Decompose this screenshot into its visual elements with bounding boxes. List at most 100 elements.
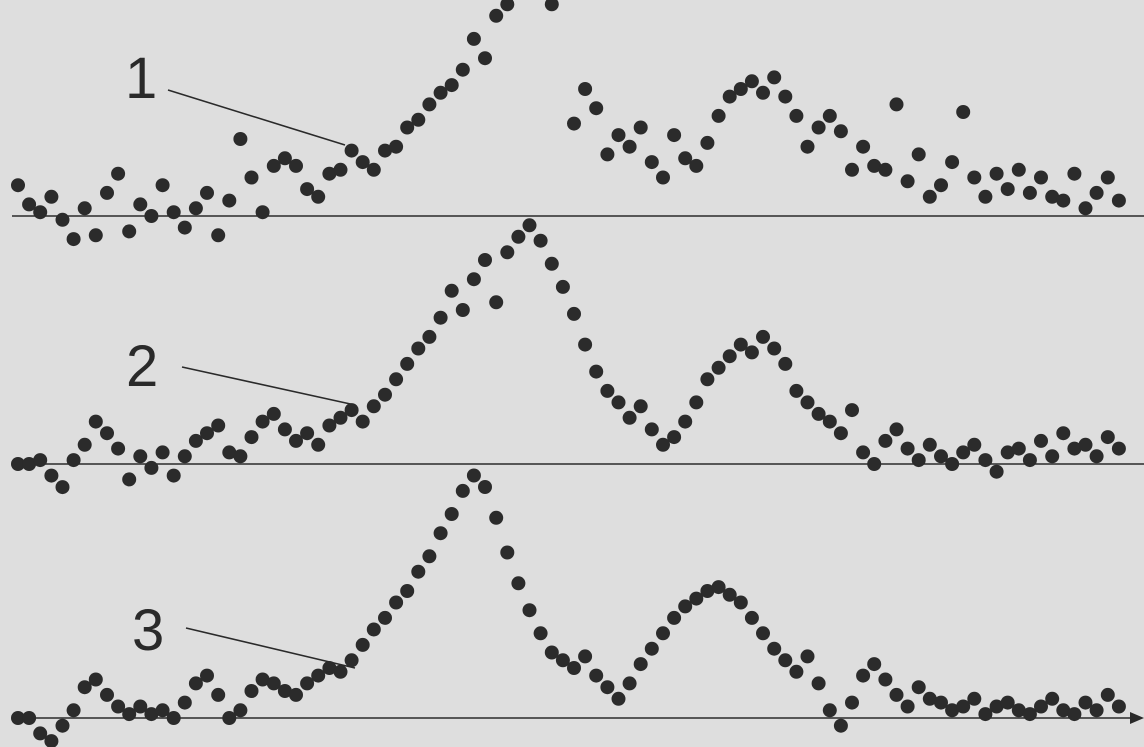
panel-3-point: [366, 622, 381, 637]
panel-1-point: [978, 189, 993, 204]
panel-1-point: [1089, 185, 1104, 200]
panel-2-point: [1000, 445, 1015, 460]
panel-3-point: [66, 703, 81, 718]
panel-3: 3: [11, 468, 1144, 747]
panel-2-point: [778, 356, 793, 371]
panel-3-point: [33, 726, 48, 741]
panel-1-point: [133, 197, 148, 212]
panel-3-point: [856, 668, 871, 683]
panel-1-point: [1034, 170, 1048, 185]
panel-2-point: [266, 406, 281, 421]
panel-1-point: [411, 112, 426, 127]
panel-2-point: [789, 383, 804, 398]
panel-3-point: [266, 676, 281, 691]
panel-1-point: [333, 162, 348, 177]
panel-1-point: [600, 147, 615, 162]
panel-3-point: [1067, 707, 1082, 722]
panel-1-point: [811, 120, 826, 135]
panel-1-point: [255, 205, 270, 220]
panel-2-point: [978, 453, 993, 468]
panel-1-point: [166, 205, 181, 220]
panel-1-point: [444, 78, 459, 93]
x-axis-arrowhead: [1130, 712, 1144, 724]
panel-3-point: [1022, 707, 1037, 722]
panel-3-point: [600, 680, 615, 695]
panel-2-point: [444, 283, 459, 298]
panel-3-point: [500, 545, 515, 560]
panel-1-point: [956, 105, 971, 119]
panel-1-point: [289, 158, 303, 173]
panel-2-point: [1022, 453, 1037, 468]
panel-3-point: [611, 691, 626, 706]
panel-3-point: [333, 664, 348, 679]
panel-1-point: [945, 155, 960, 170]
panel-1-point: [1022, 185, 1037, 200]
panel-3-point: [934, 695, 948, 710]
panel-1-point: [322, 166, 337, 181]
panel-1-point: [1045, 189, 1060, 204]
panel-3-point: [1111, 699, 1126, 714]
panel-2-point: [1067, 441, 1082, 456]
panel-2-point: [756, 329, 770, 344]
panel-3-point: [466, 468, 481, 483]
panel-2-point: [311, 437, 326, 452]
panel-1-point: [1056, 193, 1071, 208]
panel-3-point: [644, 641, 659, 656]
panel-2-point: [1100, 430, 1115, 445]
panel-3-point: [389, 595, 404, 610]
panel-1-point: [478, 51, 492, 66]
panel-1-point: [667, 128, 682, 143]
panel-2-point: [911, 453, 926, 468]
panel-3-leader-line: [185, 627, 356, 669]
panel-3-point: [277, 684, 292, 698]
panel-3-point: [522, 603, 537, 618]
panel-2-point: [222, 445, 237, 460]
panel-3-point: [11, 711, 25, 725]
panel-3-point: [311, 668, 326, 683]
panel-3-points: [11, 468, 1126, 747]
panel-3-point: [656, 626, 670, 641]
panel-3-point: [889, 687, 904, 702]
panel-1-point: [455, 62, 470, 77]
panel-2-point: [277, 422, 292, 437]
panel-1-point: [200, 185, 214, 200]
panel-3-point: [733, 595, 748, 610]
panel-1-point: [778, 89, 793, 104]
panel-1-point: [800, 139, 815, 154]
panel-2-points: [11, 218, 1126, 495]
panel-3-point: [1034, 699, 1048, 714]
panel-2-label: 2: [126, 334, 158, 399]
panel-2-point: [700, 372, 715, 387]
panel-2-point: [667, 430, 682, 445]
panel-1-point: [500, 0, 515, 12]
panel-3-point: [633, 657, 648, 672]
panel-1-point: [233, 132, 248, 146]
panel-2-point: [989, 464, 1004, 479]
panel-3-point: [422, 549, 437, 564]
panel-2-point: [567, 306, 581, 321]
panel-1-point: [300, 182, 315, 197]
panel-3-point: [177, 695, 192, 710]
panel-1-point: [244, 170, 259, 185]
panel-1-point: [366, 162, 381, 177]
panel-2-point: [33, 453, 48, 468]
panel-3-point: [878, 672, 893, 687]
panel-3-point: [233, 703, 248, 718]
panel-3-point: [1078, 695, 1093, 710]
panel-3-point: [88, 672, 103, 687]
panel-2-point: [822, 414, 837, 429]
panel-3-point: [1089, 703, 1104, 718]
panel-1-point: [378, 143, 392, 158]
panel-1-point: [622, 139, 637, 154]
panel-1-point: [100, 185, 114, 200]
panel-1-point: [144, 209, 159, 223]
panel-2-point: [289, 433, 303, 448]
panel-3-point: [400, 584, 415, 598]
panel-3-point: [433, 526, 448, 541]
panel-2-point: [1056, 426, 1071, 441]
panel-3-point: [922, 691, 937, 706]
panel-2-point: [300, 426, 315, 441]
panel-2-point: [833, 426, 848, 441]
panel-3-point: [555, 653, 570, 668]
